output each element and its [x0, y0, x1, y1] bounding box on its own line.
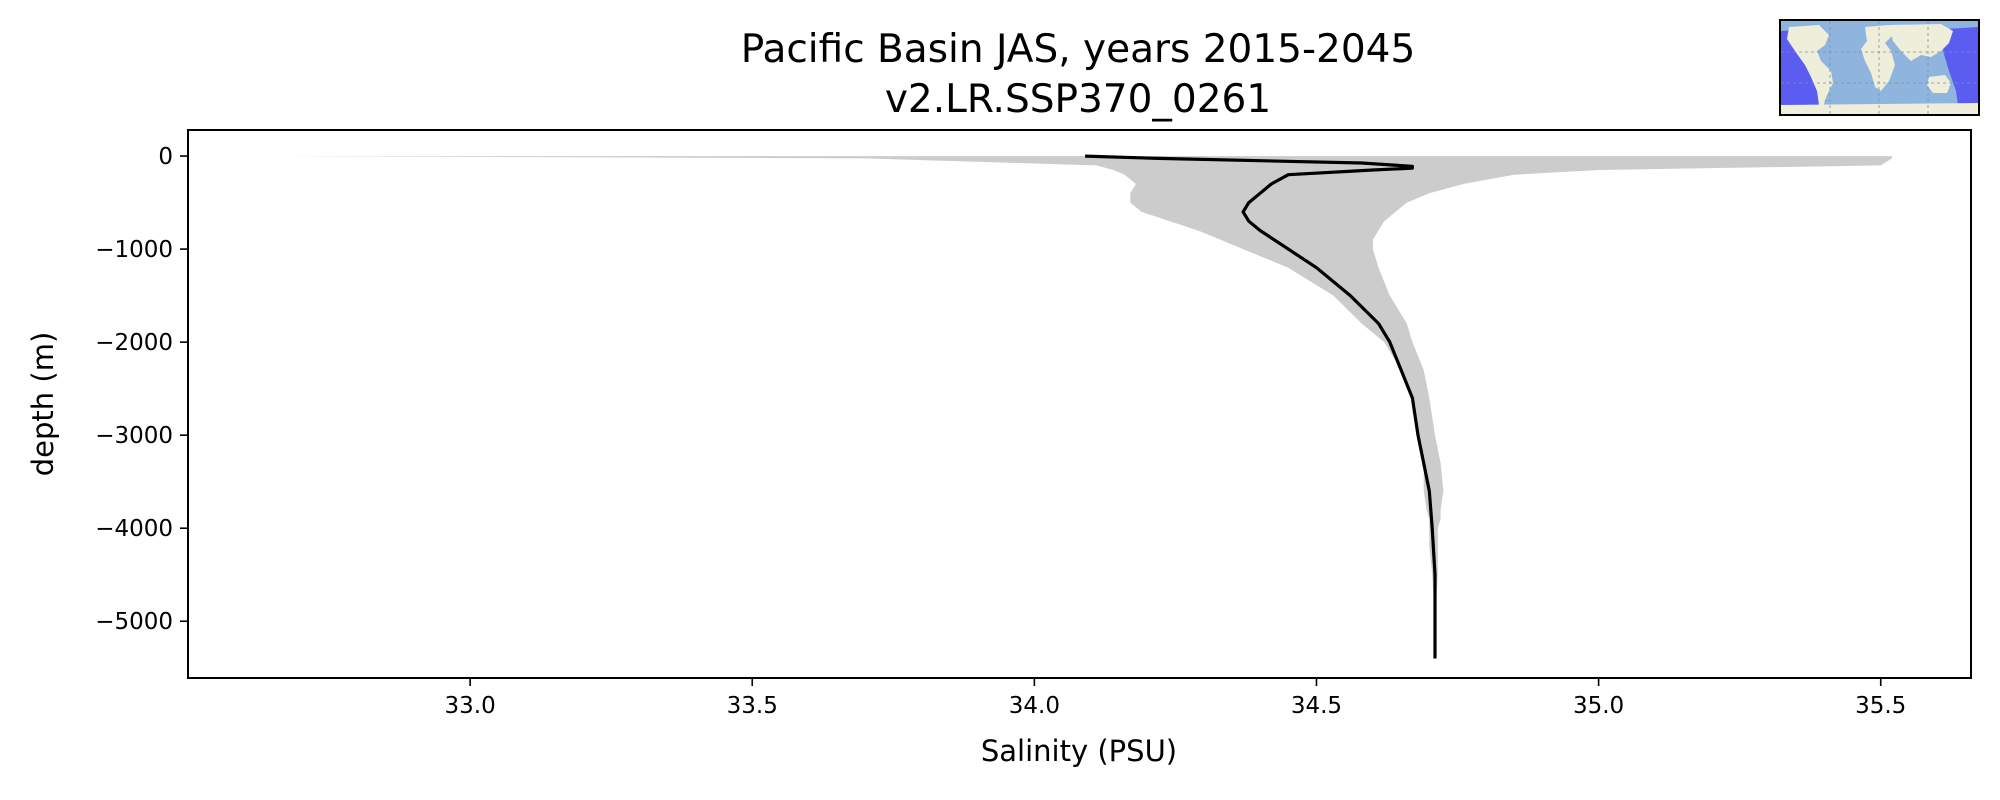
y-tick-label: −2000 — [95, 330, 173, 356]
x-tick-label: 35.0 — [1573, 693, 1624, 719]
chart-title-line2: v2.LR.SSP370_0261 — [885, 77, 1271, 122]
y-axis: 0 −1000 −2000 −3000 −4000 −5000 — [95, 144, 188, 635]
y-tick-label: −1000 — [95, 237, 173, 263]
x-axis: 33.0 33.5 34.0 34.5 35.0 35.5 — [445, 678, 1906, 719]
x-tick-label: 33.5 — [727, 693, 778, 719]
world-map-icon — [1779, 19, 1980, 116]
y-tick-label: −4000 — [95, 516, 173, 542]
y-tick-label: −3000 — [95, 423, 173, 449]
x-tick-label: 34.0 — [1009, 693, 1060, 719]
x-tick-label: 35.5 — [1855, 693, 1906, 719]
x-tick-label: 34.5 — [1291, 693, 1342, 719]
chart-title-line1: Pacific Basin JAS, years 2015-2045 — [741, 27, 1416, 72]
x-axis-label: Salinity (PSU) — [981, 734, 1177, 768]
y-tick-label: −5000 — [95, 609, 173, 635]
y-tick-label: 0 — [158, 144, 173, 170]
y-axis-label: depth (m) — [26, 332, 60, 477]
salinity-envelope — [272, 156, 1893, 659]
salinity-profile-line — [1085, 154, 1437, 659]
plot-frame — [187, 129, 1972, 679]
plot-area — [272, 154, 1893, 659]
x-tick-label: 33.0 — [445, 693, 496, 719]
